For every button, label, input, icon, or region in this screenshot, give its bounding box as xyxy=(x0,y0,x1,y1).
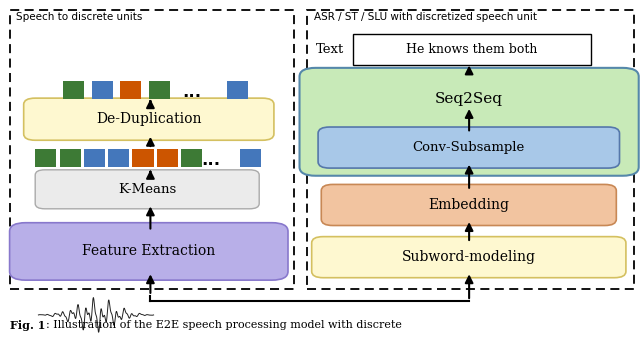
Text: Speech to discrete units: Speech to discrete units xyxy=(16,12,142,22)
Text: ...: ... xyxy=(182,83,202,101)
Bar xyxy=(84,149,105,167)
Text: Feature Extraction: Feature Extraction xyxy=(82,244,216,259)
Bar xyxy=(63,81,84,99)
Text: K-Means: K-Means xyxy=(118,183,177,196)
FancyBboxPatch shape xyxy=(35,170,259,209)
Bar xyxy=(307,10,634,289)
Bar xyxy=(108,149,129,167)
Text: He knows them both: He knows them both xyxy=(406,43,538,56)
Bar xyxy=(10,10,294,289)
Text: ...: ... xyxy=(202,151,221,169)
FancyBboxPatch shape xyxy=(318,127,620,168)
Bar xyxy=(240,149,261,167)
Bar xyxy=(60,149,81,167)
Bar xyxy=(35,149,56,167)
Text: : Illustration of the E2E speech processing model with discrete: : Illustration of the E2E speech process… xyxy=(46,320,402,330)
FancyBboxPatch shape xyxy=(353,34,591,65)
Text: Subword-modeling: Subword-modeling xyxy=(402,250,536,264)
Bar xyxy=(181,149,202,167)
Text: De-Duplication: De-Duplication xyxy=(96,112,202,126)
Bar xyxy=(120,81,141,99)
Text: Embedding: Embedding xyxy=(428,198,509,212)
FancyBboxPatch shape xyxy=(10,223,288,280)
Bar xyxy=(132,149,154,167)
Text: Conv-Subsample: Conv-Subsample xyxy=(413,141,525,154)
Text: Fig. 1: Fig. 1 xyxy=(10,320,45,331)
FancyBboxPatch shape xyxy=(312,237,626,278)
Bar xyxy=(157,149,178,167)
FancyBboxPatch shape xyxy=(300,68,639,176)
Text: Seq2Seq: Seq2Seq xyxy=(435,92,503,106)
Bar xyxy=(149,81,170,99)
FancyBboxPatch shape xyxy=(321,184,616,226)
Bar xyxy=(227,81,248,99)
Text: ASR / ST / SLU with discretized speech unit: ASR / ST / SLU with discretized speech u… xyxy=(314,12,536,22)
Text: Text: Text xyxy=(316,43,344,56)
Bar xyxy=(92,81,113,99)
FancyBboxPatch shape xyxy=(24,98,274,140)
